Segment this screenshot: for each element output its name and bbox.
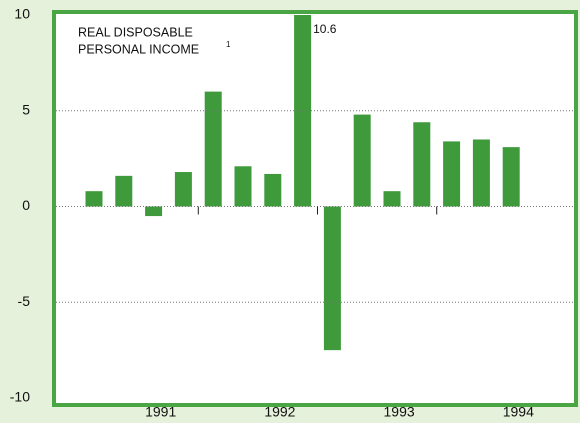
y-tick-label: 0: [22, 197, 30, 213]
bar: [323, 206, 341, 351]
footnote-mark: 1: [226, 40, 231, 49]
bar: [174, 172, 192, 207]
value-label: 10.6: [313, 22, 337, 36]
bar: [413, 122, 431, 207]
bar: [85, 191, 103, 207]
bar: [204, 91, 222, 207]
bar: [383, 191, 401, 207]
chart-title: REAL DISPOSABLE: [78, 25, 193, 39]
chart-title: PERSONAL INCOME: [78, 42, 199, 56]
y-tick-label: -5: [18, 293, 31, 309]
bar: [115, 175, 133, 207]
x-group-label: 1991: [145, 404, 176, 420]
y-tick-label: 10: [14, 6, 30, 22]
bar: [502, 147, 520, 207]
bar: [353, 114, 371, 207]
bar: [443, 141, 461, 207]
bar: [472, 139, 490, 207]
y-tick-label: -10: [10, 389, 30, 405]
bar: [264, 173, 282, 207]
bar: [145, 206, 163, 217]
y-tick-label: 5: [22, 101, 30, 117]
x-group-label: 1993: [384, 404, 415, 420]
bar: [294, 15, 312, 207]
plot-frame: [52, 10, 578, 407]
x-group-label: 1992: [264, 404, 295, 420]
bar: [234, 166, 252, 207]
x-group-label: 1994: [503, 404, 534, 420]
